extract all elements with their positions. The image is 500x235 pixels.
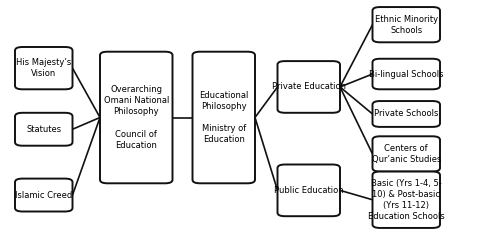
FancyBboxPatch shape: [372, 136, 440, 172]
Text: Private Schools: Private Schools: [374, 110, 438, 118]
FancyBboxPatch shape: [278, 164, 340, 216]
Text: Islamic Creed: Islamic Creed: [15, 191, 72, 200]
Text: Basic (Yrs 1-4, 5-
10) & Post-basic
(Yrs 11-12)
Education Schools: Basic (Yrs 1-4, 5- 10) & Post-basic (Yrs…: [368, 179, 444, 221]
FancyBboxPatch shape: [372, 101, 440, 127]
FancyBboxPatch shape: [372, 7, 440, 42]
Text: Public Education: Public Education: [274, 186, 344, 195]
Text: His Majesty’s
Vision: His Majesty’s Vision: [16, 58, 72, 78]
Text: Overarching
Omani National
Philosophy

Council of
Education: Overarching Omani National Philosophy Co…: [104, 85, 169, 150]
Text: Private Education: Private Education: [272, 82, 346, 91]
FancyBboxPatch shape: [372, 172, 440, 228]
FancyBboxPatch shape: [100, 52, 172, 183]
Text: Bi-lingual Schools: Bi-lingual Schools: [369, 70, 444, 78]
FancyBboxPatch shape: [192, 52, 255, 183]
Text: Ethnic Minority
Schools: Ethnic Minority Schools: [374, 15, 438, 35]
FancyBboxPatch shape: [15, 47, 72, 89]
FancyBboxPatch shape: [15, 179, 72, 212]
FancyBboxPatch shape: [372, 59, 440, 89]
FancyBboxPatch shape: [278, 61, 340, 113]
Text: Centers of
Qur’anic Studies: Centers of Qur’anic Studies: [372, 144, 441, 164]
Text: Educational
Philosophy

Ministry of
Education: Educational Philosophy Ministry of Educa…: [199, 91, 248, 144]
Text: Statutes: Statutes: [26, 125, 62, 134]
FancyBboxPatch shape: [15, 113, 72, 146]
